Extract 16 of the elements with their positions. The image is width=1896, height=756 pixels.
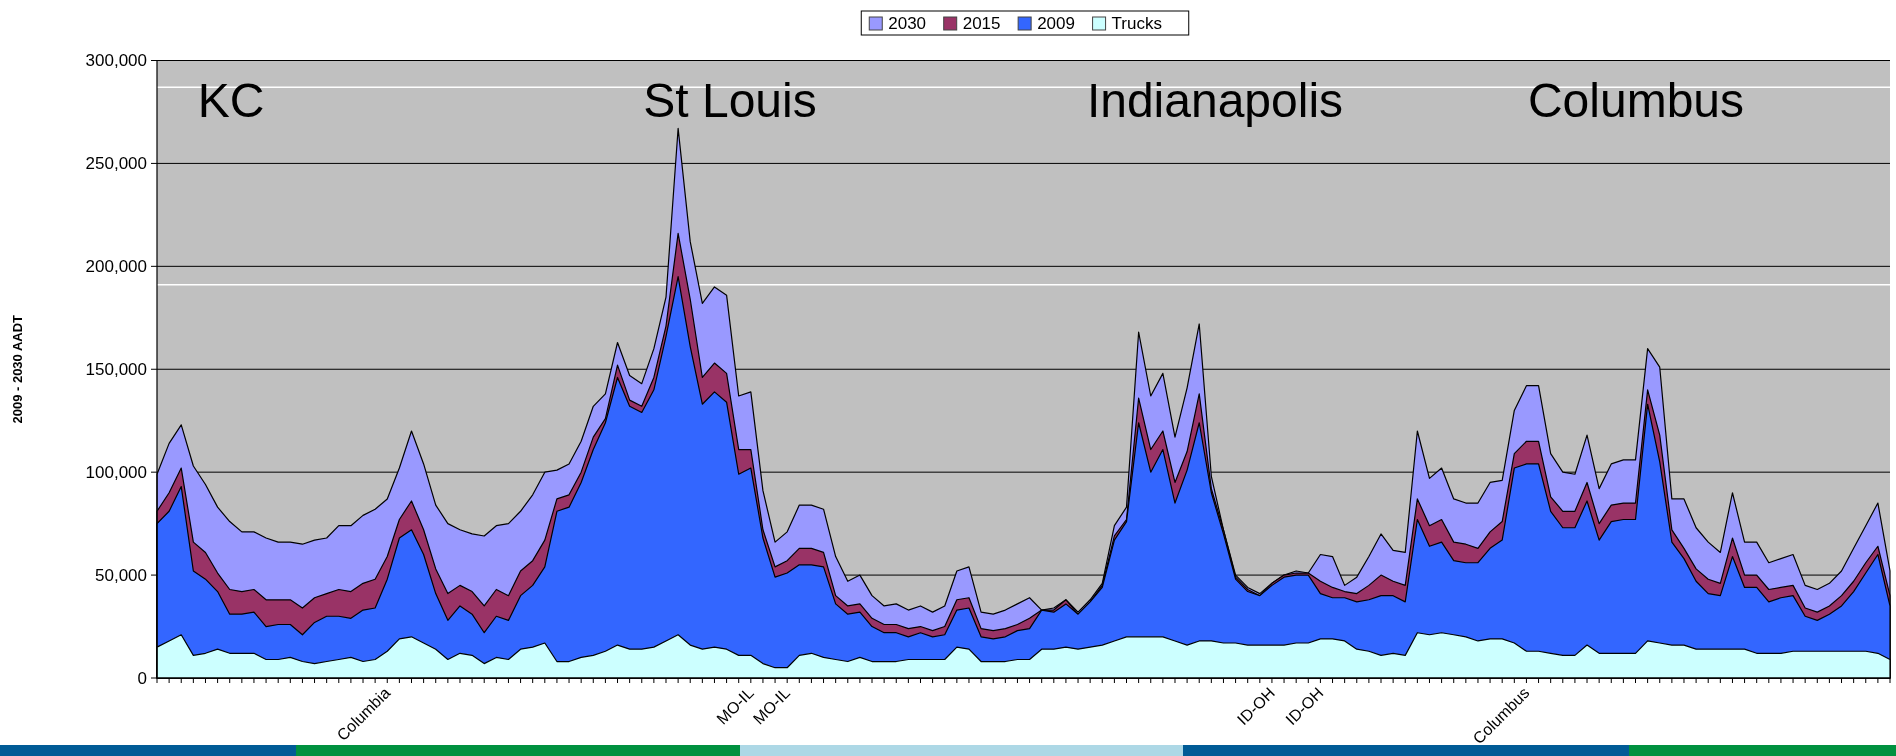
- legend-label: 2030: [888, 14, 927, 34]
- annotation: Indianapolis: [1086, 74, 1344, 127]
- y-tick-label: 50,000: [95, 566, 147, 586]
- y-tick-label: 300,000: [85, 51, 147, 71]
- annotation: KC: [197, 74, 265, 127]
- y-tick-label: 250,000: [85, 154, 147, 174]
- y-axis-title: 2009 - 2030 AADT: [10, 314, 25, 424]
- annotation: St Louis: [643, 74, 817, 127]
- legend-label: 2009: [1037, 14, 1075, 34]
- legend-label: 2015: [962, 14, 1001, 34]
- y-tick-label: 100,000: [85, 463, 147, 483]
- y-tick-label: 200,000: [85, 257, 147, 277]
- annotation: Columbus: [1527, 74, 1745, 127]
- y-tick-label: 150,000: [85, 360, 147, 380]
- y-tick-label: 0: [137, 668, 147, 688]
- legend-label: Trucks: [1111, 14, 1162, 34]
